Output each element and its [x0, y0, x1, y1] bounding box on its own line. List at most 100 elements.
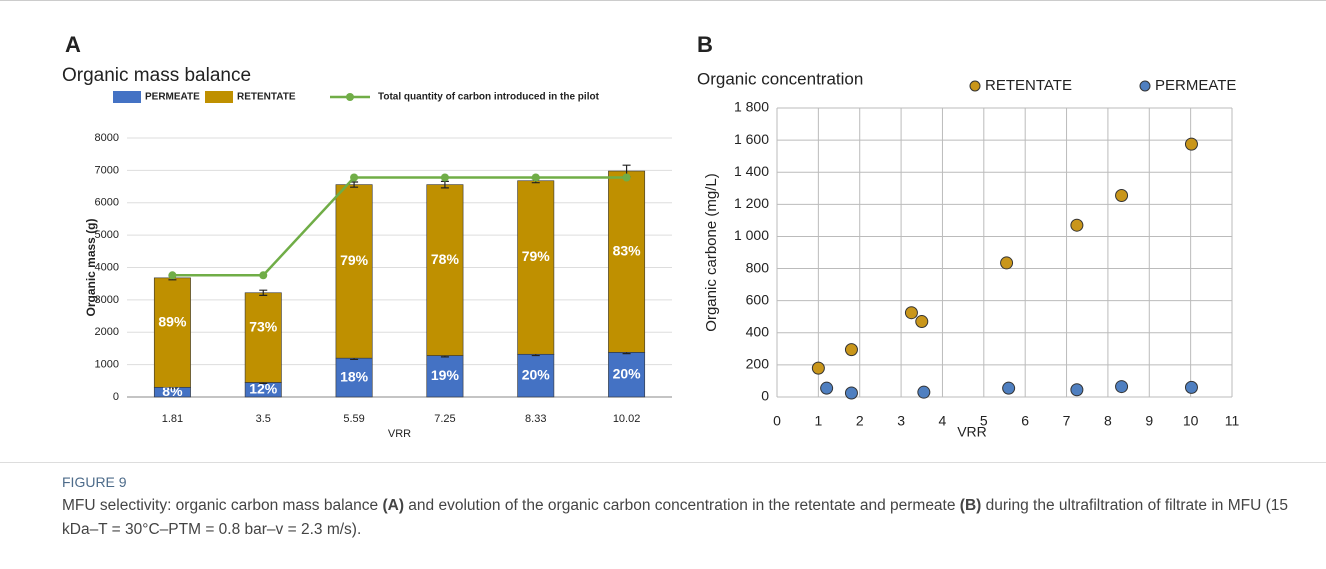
point [1115, 189, 1129, 203]
x-tick-label: 8 [1104, 413, 1112, 429]
x-tick-label: 6 [1021, 413, 1029, 429]
bar [517, 180, 555, 355]
segment-label: 20% [613, 365, 642, 381]
point [1002, 381, 1016, 395]
point [915, 315, 929, 329]
legend-label: PERMEATE [1155, 77, 1236, 94]
x-tick-label: 1.81 [162, 413, 183, 425]
x-tick-label: 2 [856, 413, 864, 429]
bar [244, 292, 282, 383]
y-tick-label: 400 [746, 323, 770, 339]
x-tick-label: 3.5 [256, 413, 271, 425]
bar [608, 352, 646, 398]
segment-label: 18% [340, 368, 369, 384]
segment-label: 73% [249, 318, 278, 334]
point [844, 343, 858, 357]
segment-label: 89% [158, 313, 187, 329]
point [917, 385, 931, 399]
caption: FIGURE 9 MFU selectivity: organic carbon… [62, 474, 1302, 542]
caption-text: MFU selectivity: organic carbon mass bal… [62, 497, 383, 514]
legend-label: PERMEATE [145, 92, 200, 103]
bar [426, 355, 464, 398]
bar [608, 170, 646, 353]
caption-text: (B) [959, 497, 982, 514]
chart-title: Organic mass balance [62, 65, 251, 86]
y-tick-label: 0 [761, 388, 769, 404]
y-axis-title: Organic carbone (mg/L) [703, 173, 720, 331]
y-tick-label: 6000 [95, 197, 119, 209]
legend-label: RETENTATE [237, 92, 296, 103]
y-tick-label: 1 600 [734, 131, 769, 147]
x-tick-label: 1 [814, 413, 822, 429]
panel-label: B [697, 32, 713, 57]
segment-label: 12% [249, 380, 278, 396]
legend-label: Total quantity of carbon introduced in t… [378, 92, 600, 103]
legend-label: RETENTATE [985, 77, 1072, 94]
x-tick-label: 7.25 [434, 413, 455, 425]
segment-label: 79% [522, 248, 551, 264]
segment-label: 20% [522, 366, 551, 382]
x-tick-label: 11 [1225, 413, 1240, 429]
point [904, 306, 918, 320]
bar [335, 357, 373, 398]
point [1184, 380, 1198, 394]
y-tick-label: 5000 [95, 229, 119, 241]
bar [517, 353, 555, 398]
line-marker [531, 173, 540, 182]
caption-text: (A) [382, 497, 404, 514]
caption-text: during the ultrafiltration of filtrate i… [62, 497, 1289, 538]
x-tick-label: 8.33 [525, 413, 546, 425]
bar [153, 277, 191, 388]
line-marker [350, 173, 359, 182]
segment-label: 79% [340, 252, 369, 268]
point [1070, 383, 1084, 397]
x-tick-label: 5.59 [343, 413, 364, 425]
x-tick-label: 10.02 [613, 413, 641, 425]
line-marker [259, 271, 268, 280]
chart-title: Organic concentration [697, 69, 863, 88]
point [820, 381, 834, 395]
y-tick-label: 1 800 [734, 99, 769, 115]
x-tick-label: 4 [939, 413, 947, 429]
error-bar [259, 289, 268, 296]
legend-swatch [1139, 80, 1151, 92]
y-tick-label: 1 400 [734, 163, 769, 179]
y-tick-label: 1000 [95, 359, 119, 371]
segment-label: 83% [613, 242, 642, 258]
x-tick-label: 9 [1145, 413, 1153, 429]
point [811, 361, 825, 375]
line-marker [440, 173, 449, 182]
figure-label: FIGURE 9 [62, 474, 127, 490]
y-tick-label: 1 200 [734, 195, 769, 211]
point [1184, 137, 1198, 151]
point [844, 386, 858, 400]
panel-label: A [65, 32, 81, 57]
legend-swatch [969, 80, 981, 92]
point [1070, 218, 1084, 232]
caption-text: and evolution of the organic carbon conc… [404, 497, 960, 514]
y-tick-label: 8000 [95, 132, 119, 144]
y-tick-label: 0 [113, 391, 119, 403]
bar [426, 184, 464, 356]
y-tick-label: 4000 [95, 261, 119, 273]
bar [335, 184, 373, 359]
point [1000, 256, 1014, 270]
y-tick-label: 3000 [95, 294, 119, 306]
x-tick-label: 7 [1063, 413, 1071, 429]
x-tick-label: 5 [980, 413, 988, 429]
x-axis-title: VRR [388, 428, 411, 440]
legend-swatch [113, 91, 141, 103]
y-axis-title: Organic mass (g) [84, 218, 98, 316]
y-tick-label: 600 [746, 291, 770, 307]
line [172, 176, 627, 277]
line-marker [168, 271, 177, 280]
legend-swatch [205, 91, 233, 103]
y-tick-label: 7000 [95, 164, 119, 176]
x-tick-label: 3 [897, 413, 905, 429]
x-axis-title: VRR [957, 424, 987, 440]
line-marker [622, 173, 631, 182]
y-tick-label: 1 000 [734, 227, 769, 243]
y-tick-label: 2000 [95, 326, 119, 338]
